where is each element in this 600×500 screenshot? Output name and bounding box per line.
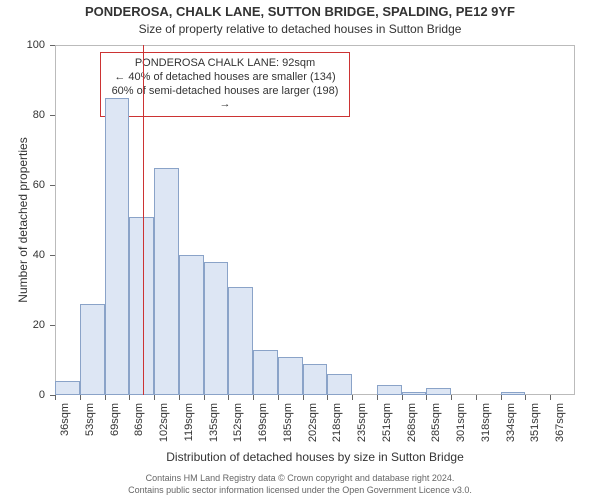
histogram-bar <box>55 381 80 395</box>
x-tick-mark <box>451 395 452 400</box>
chart-title: PONDEROSA, CHALK LANE, SUTTON BRIDGE, SP… <box>0 4 600 19</box>
footnote-line-1: Contains HM Land Registry data © Crown c… <box>0 473 600 483</box>
x-tick-mark <box>204 395 205 400</box>
x-tick-mark <box>501 395 502 400</box>
x-tick-mark <box>129 395 130 400</box>
x-tick-mark <box>352 395 353 400</box>
histogram-bar <box>327 374 352 395</box>
x-tick-label: 301sqm <box>455 403 467 453</box>
chart-subtitle: Size of property relative to detached ho… <box>0 22 600 36</box>
histogram-bar <box>501 392 526 396</box>
x-tick-mark <box>377 395 378 400</box>
x-tick-label: 53sqm <box>84 403 96 453</box>
y-tick-label: 80 <box>0 109 45 121</box>
histogram-bar <box>154 168 179 396</box>
x-tick-label: 367sqm <box>554 403 566 453</box>
x-tick-label: 285sqm <box>430 403 442 453</box>
y-tick-mark <box>50 325 55 326</box>
histogram-bar <box>426 388 451 395</box>
x-tick-label: 36sqm <box>59 403 71 453</box>
x-tick-label: 351sqm <box>529 403 541 453</box>
histogram-bar <box>228 287 253 396</box>
x-tick-label: 202sqm <box>307 403 319 453</box>
x-tick-label: 169sqm <box>257 403 269 453</box>
histogram-bar <box>377 385 402 396</box>
y-tick-label: 0 <box>0 389 45 401</box>
x-tick-label: 235sqm <box>356 403 368 453</box>
y-tick-label: 100 <box>0 39 45 51</box>
y-tick-label: 20 <box>0 319 45 331</box>
annotation-box: PONDEROSA CHALK LANE: 92sqm ← 40% of det… <box>100 52 350 117</box>
x-tick-mark <box>476 395 477 400</box>
x-tick-mark <box>154 395 155 400</box>
x-tick-mark <box>105 395 106 400</box>
y-tick-mark <box>50 115 55 116</box>
x-tick-label: 268sqm <box>406 403 418 453</box>
histogram-bar <box>204 262 229 395</box>
x-tick-mark <box>253 395 254 400</box>
histogram-chart: PONDEROSA, CHALK LANE, SUTTON BRIDGE, SP… <box>0 0 600 500</box>
x-tick-label: 135sqm <box>208 403 220 453</box>
y-tick-label: 40 <box>0 249 45 261</box>
x-tick-label: 86sqm <box>133 403 145 453</box>
x-tick-label: 218sqm <box>331 403 343 453</box>
x-tick-label: 69sqm <box>109 403 121 453</box>
x-tick-mark <box>55 395 56 400</box>
x-tick-mark <box>179 395 180 400</box>
x-tick-label: 185sqm <box>282 403 294 453</box>
histogram-bar <box>105 98 130 396</box>
x-tick-mark <box>550 395 551 400</box>
x-tick-label: 318sqm <box>480 403 492 453</box>
x-tick-label: 152sqm <box>232 403 244 453</box>
marker-line <box>143 45 144 395</box>
x-tick-mark <box>426 395 427 400</box>
y-tick-mark <box>50 45 55 46</box>
x-tick-mark <box>228 395 229 400</box>
x-tick-mark <box>303 395 304 400</box>
x-tick-label: 334sqm <box>505 403 517 453</box>
histogram-bar <box>129 217 154 396</box>
x-tick-mark <box>80 395 81 400</box>
x-tick-label: 119sqm <box>183 403 195 453</box>
x-tick-mark <box>525 395 526 400</box>
y-tick-label: 60 <box>0 179 45 191</box>
histogram-bar <box>402 392 427 396</box>
x-tick-label: 251sqm <box>381 403 393 453</box>
x-tick-mark <box>278 395 279 400</box>
y-tick-mark <box>50 185 55 186</box>
x-tick-mark <box>402 395 403 400</box>
histogram-bar <box>303 364 328 396</box>
histogram-bar <box>253 350 278 396</box>
histogram-bar <box>179 255 204 395</box>
histogram-bar <box>80 304 105 395</box>
footnote-line-2: Contains public sector information licen… <box>0 485 600 495</box>
histogram-bar <box>278 357 303 396</box>
x-tick-mark <box>327 395 328 400</box>
y-tick-mark <box>50 255 55 256</box>
y-axis-title: Number of detached properties <box>16 120 30 320</box>
x-tick-label: 102sqm <box>158 403 170 453</box>
